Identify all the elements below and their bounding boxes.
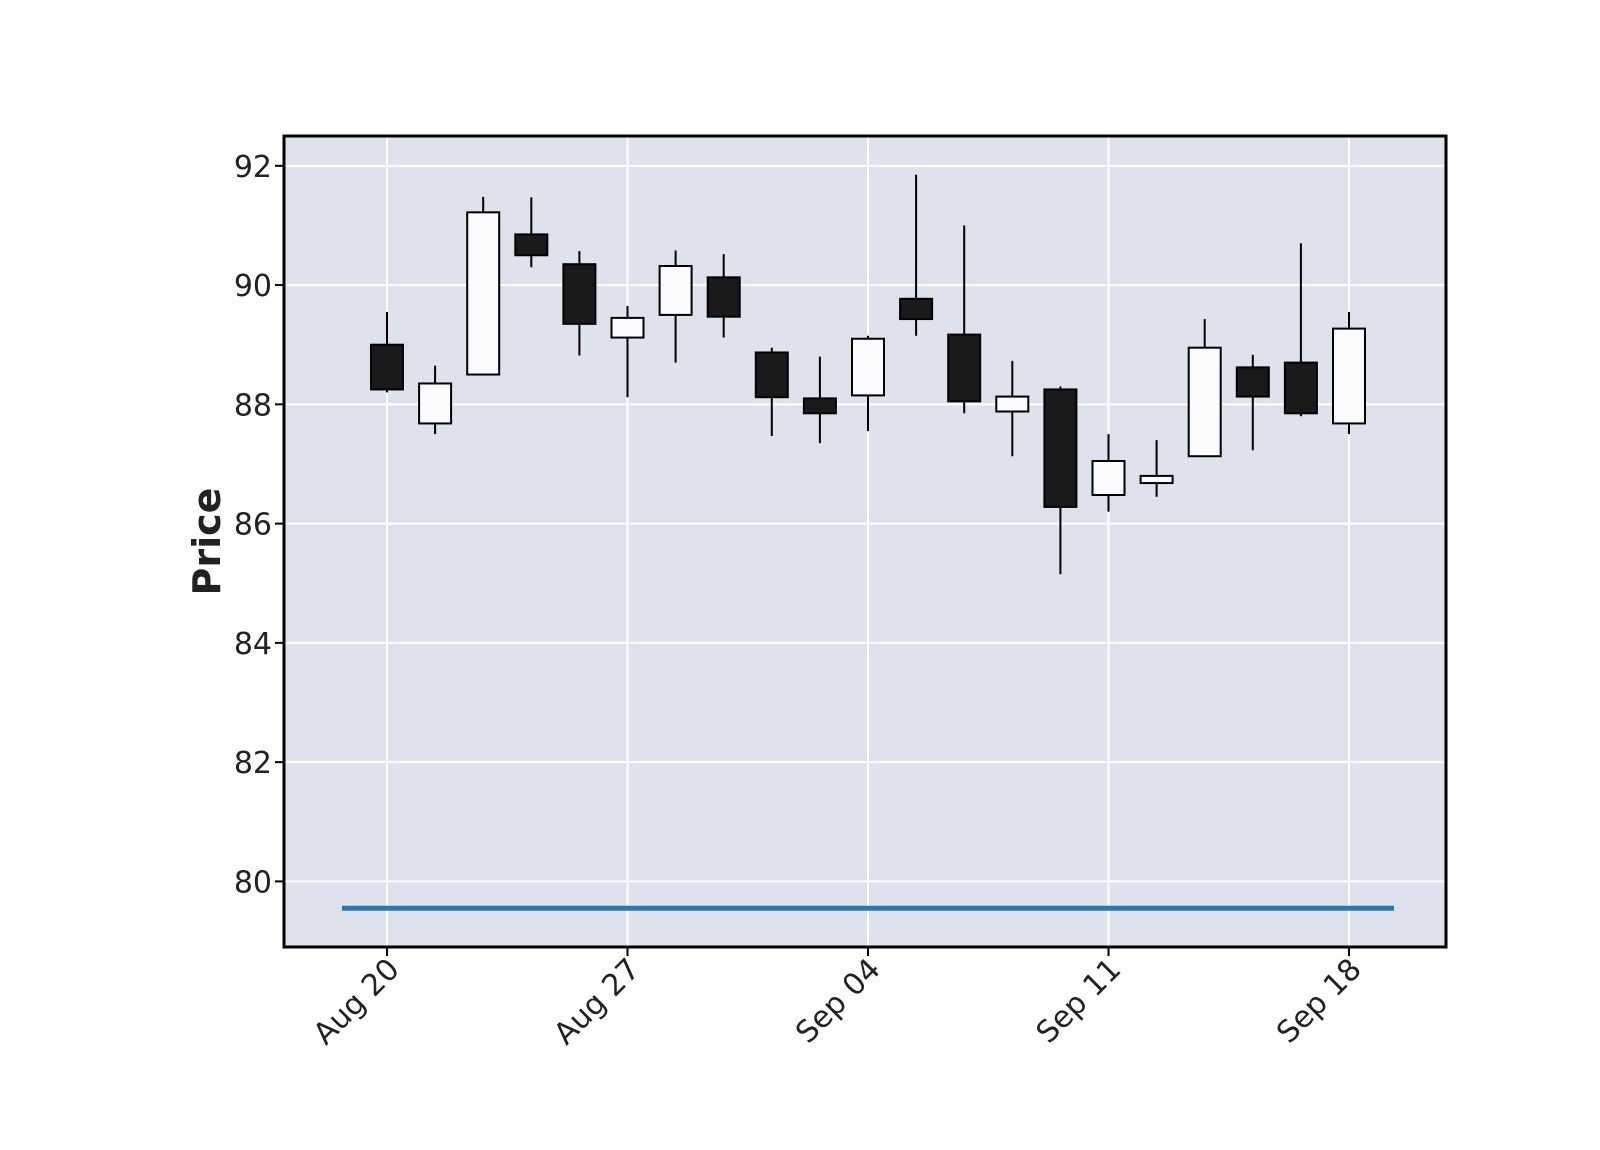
candle bbox=[466, 196, 501, 376]
candle bbox=[947, 225, 982, 414]
x-tick-label: Aug 27 bbox=[547, 952, 647, 1052]
plot-area bbox=[284, 136, 1446, 947]
candle-body-up bbox=[1187, 346, 1222, 458]
candle bbox=[418, 365, 453, 435]
candle bbox=[1235, 354, 1270, 451]
candle bbox=[1043, 386, 1078, 575]
y-axis-ticks: 80 82 84 86 88 90 92 bbox=[234, 150, 284, 900]
candle-body-up bbox=[610, 316, 645, 339]
candle-body-down bbox=[754, 351, 789, 399]
y-tick-label: 80 bbox=[234, 865, 272, 900]
plot-frame bbox=[282, 134, 1448, 949]
candle-body-down bbox=[514, 233, 549, 257]
candle bbox=[754, 347, 789, 436]
candle-body-up bbox=[466, 211, 501, 376]
candles bbox=[370, 174, 1366, 575]
candle-body-down bbox=[370, 343, 404, 391]
candle bbox=[370, 311, 404, 393]
candle bbox=[1139, 440, 1174, 497]
candle-body-up bbox=[1091, 459, 1126, 496]
candle bbox=[802, 356, 837, 444]
x-tick-label: Sep 04 bbox=[789, 952, 887, 1050]
candle bbox=[851, 335, 885, 432]
candle bbox=[1187, 319, 1222, 458]
candle bbox=[706, 254, 741, 338]
y-tick-label: 82 bbox=[234, 746, 272, 781]
y-tick-label: 84 bbox=[234, 627, 272, 662]
candle bbox=[562, 251, 597, 356]
candle-body-up bbox=[995, 395, 1030, 413]
candle bbox=[899, 174, 934, 336]
candle-body-up bbox=[1332, 327, 1366, 425]
x-tick-label: Sep 18 bbox=[1270, 952, 1368, 1050]
candle bbox=[1332, 311, 1366, 435]
candle bbox=[658, 250, 693, 363]
y-tick-label: 86 bbox=[234, 508, 272, 543]
candle-body-down bbox=[1043, 388, 1078, 508]
candle-body-down bbox=[802, 397, 837, 415]
candle-body-up bbox=[658, 264, 693, 316]
candle-body-up bbox=[1139, 474, 1174, 485]
y-axis-label: Price bbox=[185, 488, 229, 596]
candle bbox=[514, 197, 549, 268]
x-axis-ticks: Aug 20 Aug 27 Sep 04 Sep 11 Sep 18 bbox=[307, 947, 1369, 1052]
candle-body-down bbox=[1283, 361, 1318, 415]
x-tick-label: Sep 11 bbox=[1030, 952, 1128, 1050]
y-tick-label: 88 bbox=[234, 388, 272, 423]
candle bbox=[995, 360, 1030, 457]
candle-body-down bbox=[899, 297, 934, 321]
x-tick-label: Aug 20 bbox=[307, 952, 407, 1052]
candle bbox=[610, 305, 645, 398]
candle-body-down bbox=[706, 276, 741, 318]
candle-body-up bbox=[851, 337, 885, 397]
candle bbox=[1091, 434, 1126, 512]
y-tick-label: 92 bbox=[234, 150, 272, 185]
candle bbox=[1283, 243, 1318, 417]
candle-body-down bbox=[562, 263, 597, 325]
candle-body-up bbox=[418, 382, 453, 425]
y-tick-label: 90 bbox=[234, 269, 272, 304]
candle-body-down bbox=[1235, 366, 1270, 398]
candle-body-down bbox=[947, 333, 982, 403]
